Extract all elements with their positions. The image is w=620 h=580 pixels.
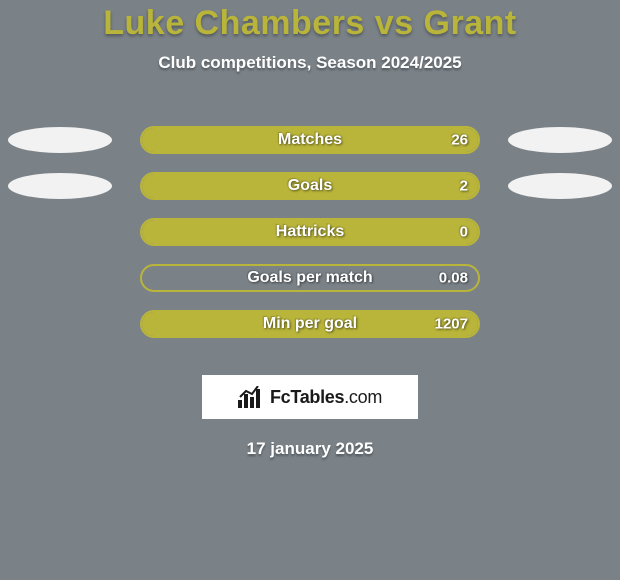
stat-row: Goals per match 0.08: [0, 255, 620, 301]
comparison-card: Luke Chambers vs Grant Club competitions…: [0, 0, 620, 459]
stat-value: 2: [460, 178, 468, 195]
logo-text: FcTables.com: [270, 387, 382, 408]
stat-bar: Goals per match 0.08: [140, 264, 480, 292]
logo-text-main: FcTables: [270, 387, 344, 407]
stat-value: 0: [460, 224, 468, 241]
stat-label: Goals per match: [247, 269, 372, 287]
stat-value: 0.08: [439, 270, 468, 287]
player-left-marker: [8, 127, 112, 153]
date-text: 17 january 2025: [247, 439, 374, 459]
player-right-marker: [508, 127, 612, 153]
logo-text-suffix: .com: [344, 387, 382, 407]
stat-bar: Matches 26: [140, 126, 480, 154]
stat-bar: Min per goal 1207: [140, 310, 480, 338]
stat-row: Goals 2: [0, 163, 620, 209]
fctables-logo: FcTables.com: [202, 375, 418, 419]
stat-row: Min per goal 1207: [0, 301, 620, 347]
page-title: Luke Chambers vs Grant: [103, 4, 516, 43]
stat-label: Hattricks: [276, 223, 344, 241]
stat-label: Goals: [288, 177, 332, 195]
player-left-marker: [8, 173, 112, 199]
subtitle: Club competitions, Season 2024/2025: [158, 53, 461, 73]
stat-rows: Matches 26 Goals 2 Hattricks 0 Goals per match…: [0, 117, 620, 347]
stat-row: Hattricks 0: [0, 209, 620, 255]
stat-bar: Hattricks 0: [140, 218, 480, 246]
stat-row: Matches 26: [0, 117, 620, 163]
stat-label: Matches: [278, 131, 342, 149]
stat-bar: Goals 2: [140, 172, 480, 200]
player-right-marker: [508, 173, 612, 199]
bars-icon: [238, 386, 264, 408]
stat-value: 26: [451, 132, 468, 149]
stat-value: 1207: [435, 316, 468, 333]
stat-label: Min per goal: [263, 315, 357, 333]
